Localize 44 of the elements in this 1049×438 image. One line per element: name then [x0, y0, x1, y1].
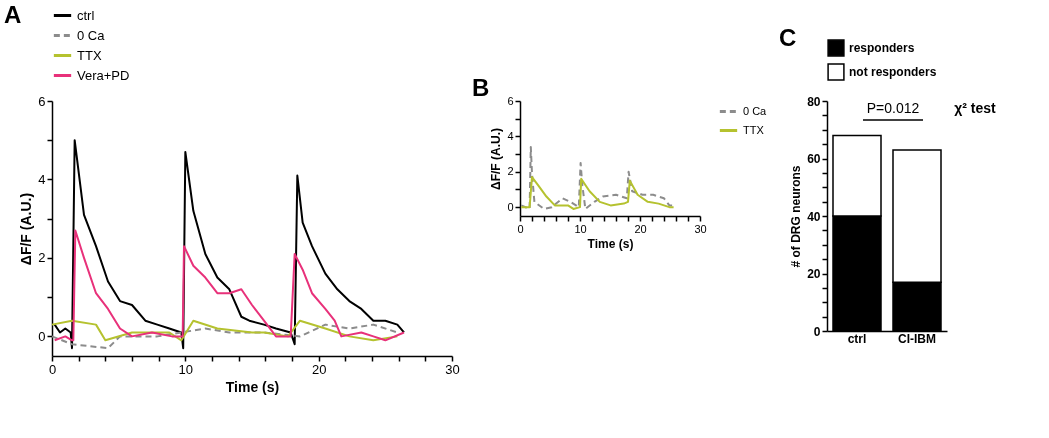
x-axis-title: Time (s) — [225, 378, 280, 395]
legend-label: 0 Ca — [77, 27, 106, 43]
y-axis-title: ΔF/F (A.U.) — [18, 192, 35, 266]
line-series — [520, 176, 675, 210]
legend-label: Vera+PD — [77, 67, 130, 83]
x-tick-label: 10 — [178, 361, 194, 377]
y-tick-label: 6 — [507, 94, 514, 107]
text: χ² test — [954, 100, 997, 116]
line-series — [53, 229, 405, 342]
text: A — [4, 1, 22, 28]
annotation: P=0.012 — [866, 100, 920, 116]
x-tick-label: 30 — [445, 361, 460, 377]
y-tick-label: 2 — [38, 250, 46, 266]
x-tick-label: 20 — [311, 361, 327, 377]
y-tick-label: 2 — [507, 165, 514, 178]
y-tick-label: 0 — [507, 200, 514, 213]
legend-label: TTX — [743, 123, 765, 136]
x-tick-label: 30 — [694, 222, 707, 235]
legend-label: TTX — [77, 47, 102, 63]
text: C — [779, 24, 797, 51]
x-tick-label: 20 — [634, 222, 647, 235]
legend-label: ctrl — [77, 7, 95, 23]
y-tick-label: 40 — [807, 209, 821, 224]
text: B — [472, 74, 490, 101]
x-axis-title: Time (s) — [587, 236, 634, 251]
y-tick-label: 4 — [38, 171, 46, 187]
legend-label: 0 Ca — [743, 104, 768, 117]
line-series — [520, 146, 675, 210]
y-tick-label: 20 — [807, 267, 821, 281]
x-tick-label: 0 — [517, 222, 524, 235]
x-tick-label: 10 — [574, 222, 587, 235]
y-tick-label: 4 — [507, 129, 514, 142]
line-series — [51, 323, 399, 350]
line-series — [51, 319, 399, 342]
x-tick-label: CI-IBM — [898, 331, 936, 346]
line-series — [53, 139, 405, 350]
y-tick-label: 6 — [38, 93, 46, 109]
y-tick-label: 80 — [807, 94, 821, 109]
y-axis-title: # of DRG neurons — [789, 165, 804, 268]
x-tick-label: 0 — [48, 361, 57, 377]
legend-label: not responders — [849, 65, 937, 79]
legend-label: responders — [849, 41, 915, 55]
y-axis-title: ΔF/F (A.U.) — [489, 128, 504, 190]
y-tick-label: 60 — [807, 152, 821, 166]
